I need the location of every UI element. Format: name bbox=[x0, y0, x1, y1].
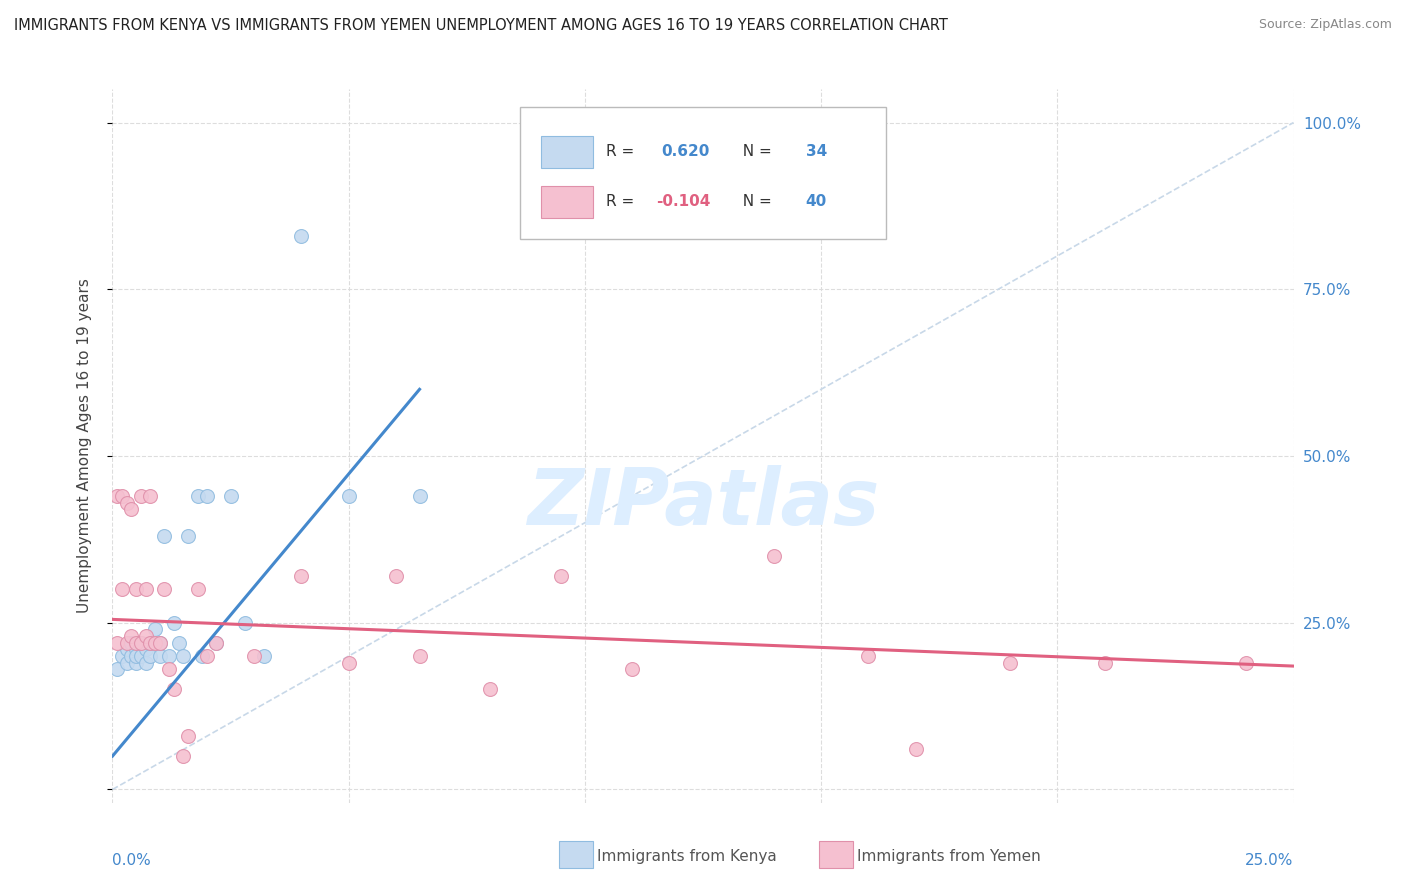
Point bbox=[135, 656, 157, 670]
Text: -0.104: -0.104 bbox=[655, 194, 710, 210]
Point bbox=[163, 615, 186, 630]
Point bbox=[111, 489, 134, 503]
Point bbox=[143, 636, 166, 650]
Text: Immigrants from Yemen: Immigrants from Yemen bbox=[856, 849, 1040, 863]
Point bbox=[904, 742, 927, 756]
Point bbox=[337, 489, 360, 503]
Text: R =: R = bbox=[606, 145, 640, 160]
Point bbox=[139, 489, 162, 503]
Point bbox=[129, 489, 152, 503]
Point bbox=[153, 529, 176, 543]
Point bbox=[408, 489, 430, 503]
Point bbox=[337, 656, 360, 670]
Point bbox=[762, 549, 785, 563]
Text: Source: ZipAtlas.com: Source: ZipAtlas.com bbox=[1258, 18, 1392, 31]
Point bbox=[115, 656, 138, 670]
Text: ZIPatlas: ZIPatlas bbox=[527, 465, 879, 541]
FancyBboxPatch shape bbox=[520, 107, 886, 239]
Text: 0.0%: 0.0% bbox=[112, 853, 152, 868]
Point bbox=[205, 636, 228, 650]
Point bbox=[479, 682, 502, 697]
Point bbox=[157, 649, 180, 664]
Point bbox=[233, 615, 256, 630]
Point bbox=[177, 529, 200, 543]
Y-axis label: Unemployment Among Ages 16 to 19 years: Unemployment Among Ages 16 to 19 years bbox=[77, 278, 91, 614]
Text: 34: 34 bbox=[806, 145, 827, 160]
Point bbox=[115, 642, 138, 657]
Point bbox=[125, 656, 148, 670]
Point bbox=[385, 569, 408, 583]
Point bbox=[172, 649, 194, 664]
Point bbox=[219, 489, 242, 503]
Point bbox=[135, 629, 157, 643]
Point bbox=[1094, 656, 1116, 670]
Point bbox=[153, 582, 176, 597]
Point bbox=[115, 636, 138, 650]
Point bbox=[858, 649, 880, 664]
Point bbox=[120, 649, 142, 664]
Point bbox=[129, 649, 152, 664]
Point bbox=[120, 502, 142, 516]
Point bbox=[550, 569, 572, 583]
Text: 40: 40 bbox=[806, 194, 827, 210]
Point bbox=[125, 582, 148, 597]
Text: IMMIGRANTS FROM KENYA VS IMMIGRANTS FROM YEMEN UNEMPLOYMENT AMONG AGES 16 TO 19 : IMMIGRANTS FROM KENYA VS IMMIGRANTS FROM… bbox=[14, 18, 948, 33]
Point bbox=[149, 649, 172, 664]
Point bbox=[167, 636, 190, 650]
Point bbox=[105, 489, 128, 503]
Point bbox=[105, 662, 128, 676]
Point bbox=[143, 623, 166, 637]
Point bbox=[290, 569, 312, 583]
Point bbox=[408, 649, 430, 664]
Point bbox=[149, 636, 172, 650]
Point bbox=[120, 636, 142, 650]
Point bbox=[105, 636, 128, 650]
Point bbox=[243, 649, 266, 664]
Point bbox=[135, 582, 157, 597]
Point bbox=[205, 636, 228, 650]
Point bbox=[177, 729, 200, 743]
Point bbox=[1234, 656, 1257, 670]
Point bbox=[998, 656, 1021, 670]
Point bbox=[163, 682, 186, 697]
Point bbox=[125, 649, 148, 664]
Point bbox=[139, 649, 162, 664]
Text: 25.0%: 25.0% bbox=[1246, 853, 1294, 868]
Point bbox=[157, 662, 180, 676]
FancyBboxPatch shape bbox=[541, 186, 593, 218]
Point bbox=[135, 642, 157, 657]
Point bbox=[139, 636, 162, 650]
Point bbox=[139, 636, 162, 650]
Text: Immigrants from Kenya: Immigrants from Kenya bbox=[596, 849, 776, 863]
FancyBboxPatch shape bbox=[541, 136, 593, 168]
Point bbox=[129, 636, 152, 650]
Point bbox=[191, 649, 214, 664]
Point bbox=[195, 649, 218, 664]
Point bbox=[111, 649, 134, 664]
Point bbox=[149, 636, 172, 650]
Point bbox=[621, 662, 644, 676]
Point bbox=[253, 649, 276, 664]
Point bbox=[120, 629, 142, 643]
Point bbox=[115, 496, 138, 510]
Point bbox=[129, 636, 152, 650]
Point bbox=[125, 642, 148, 657]
Text: N =: N = bbox=[733, 145, 776, 160]
Point bbox=[290, 228, 312, 243]
Point bbox=[125, 636, 148, 650]
Text: R =: R = bbox=[606, 194, 640, 210]
Point bbox=[111, 582, 134, 597]
Text: N =: N = bbox=[733, 194, 776, 210]
Point bbox=[172, 749, 194, 764]
Point bbox=[186, 489, 208, 503]
Point bbox=[186, 582, 208, 597]
FancyBboxPatch shape bbox=[560, 840, 593, 869]
Text: 0.620: 0.620 bbox=[662, 145, 710, 160]
Point bbox=[195, 489, 218, 503]
FancyBboxPatch shape bbox=[818, 840, 853, 869]
